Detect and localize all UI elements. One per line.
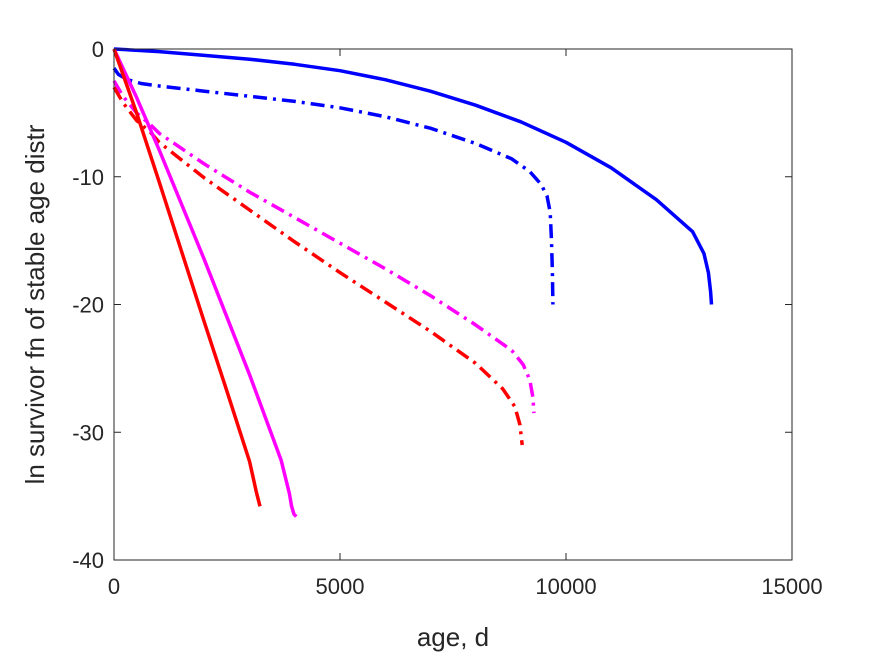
x-tick-label: 0	[108, 574, 120, 599]
x-tick-label: 10000	[535, 574, 596, 599]
series-line-4	[112, 86, 524, 446]
x-tick-label: 5000	[316, 574, 365, 599]
y-tick-label: -40	[72, 548, 104, 573]
ticks-layer: 0 5000 10000 15000 0 -10 -20 -30 -40	[72, 37, 822, 599]
y-tick-label: 0	[92, 37, 104, 62]
y-tick-label: -30	[72, 420, 104, 445]
series-line-2	[112, 67, 555, 305]
y-axis-label: ln survivor fn of stable age distr	[20, 124, 50, 484]
series-layer	[112, 47, 714, 518]
y-tick-label: -10	[72, 165, 104, 190]
x-axis-label: age, d	[417, 622, 489, 652]
series-line-5	[112, 48, 298, 518]
series-line-1	[113, 47, 714, 305]
series-line-6	[112, 48, 262, 507]
x-tick-label: 15000	[761, 574, 822, 599]
y-tick-label: -20	[72, 293, 104, 318]
